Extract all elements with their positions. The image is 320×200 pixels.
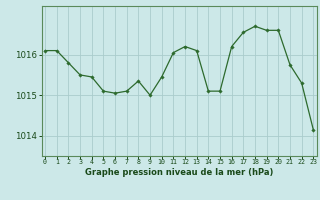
X-axis label: Graphe pression niveau de la mer (hPa): Graphe pression niveau de la mer (hPa) [85,168,273,177]
